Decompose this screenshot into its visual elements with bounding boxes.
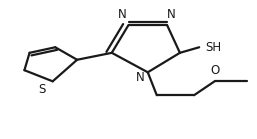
Text: N: N (136, 71, 144, 84)
Text: O: O (210, 64, 219, 77)
Text: SH: SH (206, 41, 222, 54)
Text: N: N (167, 8, 175, 21)
Text: N: N (118, 8, 126, 21)
Text: S: S (39, 83, 46, 96)
